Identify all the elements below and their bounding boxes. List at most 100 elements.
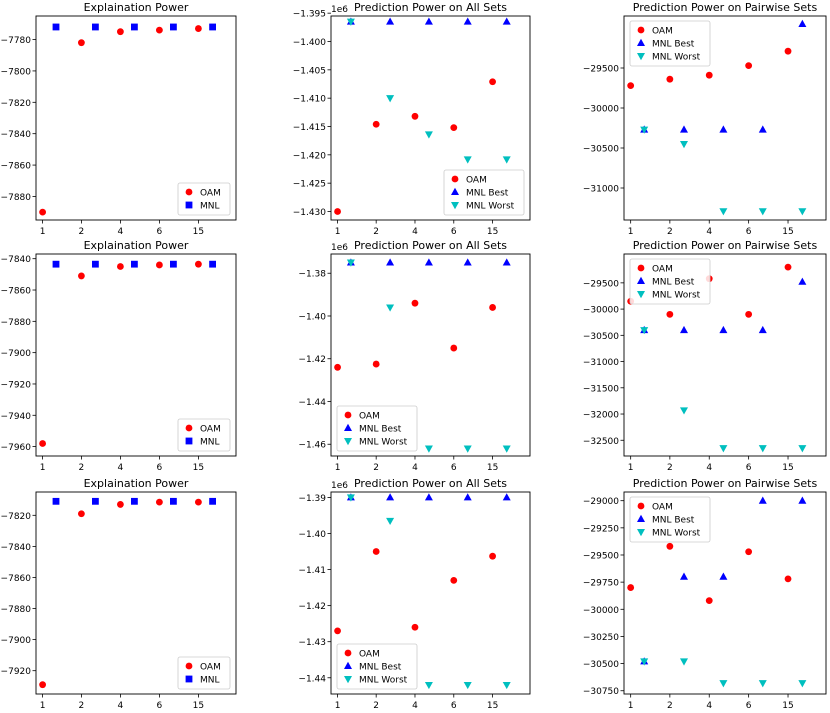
data-point	[719, 572, 728, 580]
data-point	[679, 125, 688, 133]
legend-marker	[185, 188, 193, 196]
legend-marker	[185, 424, 193, 432]
legend-label: MNL Worst	[359, 437, 408, 447]
y-tick-label: −1.420	[293, 151, 327, 161]
data-point	[463, 258, 472, 266]
y-tick-label: −7860	[1, 162, 32, 172]
chart-title: Prediction Power on All Sets	[354, 477, 507, 490]
x-tick-label: 6	[451, 463, 457, 473]
y-tick-label: −1.40	[298, 312, 326, 322]
legend-marker	[637, 264, 645, 272]
data-point	[758, 445, 767, 453]
x-tick-label: 6	[746, 463, 752, 473]
data-point	[798, 680, 807, 688]
y-tick-label: −7920	[1, 667, 32, 677]
y-tick-label: −31000	[583, 358, 619, 368]
data-point	[502, 681, 511, 690]
data-point	[170, 497, 177, 505]
y-offset-label: 1e6	[331, 481, 348, 491]
data-point	[131, 23, 138, 31]
data-point	[784, 575, 792, 583]
subplot-2-3: Prediction Power on Pairwise Sets −32500 −…	[583, 239, 827, 473]
y-tick-label: −7840	[1, 255, 32, 265]
data-point	[758, 125, 767, 133]
x-tick-label: 15	[193, 701, 204, 711]
y-tick-label: −7900	[1, 349, 32, 359]
y-tick-label: −1.395	[293, 10, 326, 20]
y-tick-label: −7940	[1, 412, 32, 422]
chart-title: Prediction Power on Pairwise Sets	[633, 1, 818, 14]
legend-label: OAM	[359, 411, 380, 421]
chart-title: Explaination Power	[84, 1, 189, 14]
x-tick-label: 2	[667, 701, 673, 711]
data-point	[463, 17, 472, 25]
legend-marker	[344, 438, 352, 446]
y-tick-label: −1.40	[298, 530, 326, 540]
subplot-1-3: Prediction Power on Pairwise Sets −31000 −…	[583, 1, 827, 237]
x-tick-label: 1	[40, 227, 46, 237]
y-tick-label: −7900	[1, 636, 32, 646]
data-point	[39, 440, 46, 447]
y-tick-label: −31000	[583, 185, 619, 195]
legend: OAM MNL Best MNL Worst	[629, 258, 711, 305]
y-tick-label: −1.44	[298, 674, 326, 684]
y-tick-label: −29500	[583, 551, 619, 561]
y-tick-label: −30500	[583, 332, 619, 342]
data-point	[719, 325, 728, 334]
legend-label: MNL Worst	[652, 528, 701, 538]
legend: OAM MNL	[177, 656, 231, 690]
y-tick-label: −1.415	[293, 123, 326, 133]
legend-label: OAM	[359, 649, 380, 659]
data-point	[411, 299, 419, 307]
data-point	[745, 548, 753, 556]
legend-marker	[185, 662, 193, 670]
data-point	[798, 496, 807, 504]
legend-box	[443, 169, 525, 216]
data-point	[386, 258, 395, 266]
y-tick-label: −29500	[583, 279, 619, 289]
data-point	[92, 497, 99, 505]
data-point	[411, 623, 419, 631]
data-point	[798, 208, 807, 216]
y-tick-label: −30750	[583, 687, 619, 697]
x-tick-label: 2	[373, 227, 379, 237]
y-tick-label: −30500	[583, 145, 619, 155]
x-tick-label: 1	[40, 463, 46, 473]
data-point	[386, 17, 395, 25]
y-tick-label: −7800	[1, 67, 32, 77]
legend-marker	[185, 675, 193, 683]
x-tick-label: 15	[487, 227, 498, 237]
data-point	[424, 17, 433, 25]
data-point	[627, 82, 635, 89]
data-point	[424, 258, 433, 266]
x-tick-label: 1	[628, 227, 634, 237]
chart-title: Prediction Power on Pairwise Sets	[633, 239, 818, 252]
x-tick-label: 1	[40, 701, 46, 711]
x-tick-label: 2	[79, 227, 85, 237]
x-tick-label: 6	[451, 701, 457, 711]
legend-label: MNL Best	[466, 188, 509, 198]
chart-title: Prediction Power on Pairwise Sets	[633, 477, 818, 490]
data-point	[386, 493, 395, 501]
legend-marker	[637, 529, 645, 537]
y-tick-label: −1.46	[298, 441, 326, 451]
legend: OAM MNL Best MNL Worst	[443, 169, 525, 216]
data-point	[679, 407, 688, 415]
legend-marker	[185, 201, 193, 209]
data-point	[131, 497, 138, 505]
data-point	[463, 156, 472, 164]
y-offset-label: 1e6	[331, 5, 348, 15]
data-point	[117, 501, 124, 508]
data-point	[705, 597, 713, 605]
data-point	[798, 277, 807, 285]
data-point	[640, 126, 649, 134]
data-point	[195, 25, 202, 32]
data-point	[78, 510, 85, 518]
data-point	[679, 572, 688, 580]
subplot-3-2: Prediction Power on All Sets 1e6 −1.44 −1.4…	[298, 477, 531, 711]
legend-marker	[344, 411, 352, 419]
y-tick-label: −7880	[1, 193, 32, 203]
x-tick-label: 4	[118, 463, 124, 473]
subplot-2-1: Explaination Power −7960 −7940 −7920 −7900 −7…	[1, 239, 237, 473]
x-tick-label: 1	[628, 701, 634, 711]
